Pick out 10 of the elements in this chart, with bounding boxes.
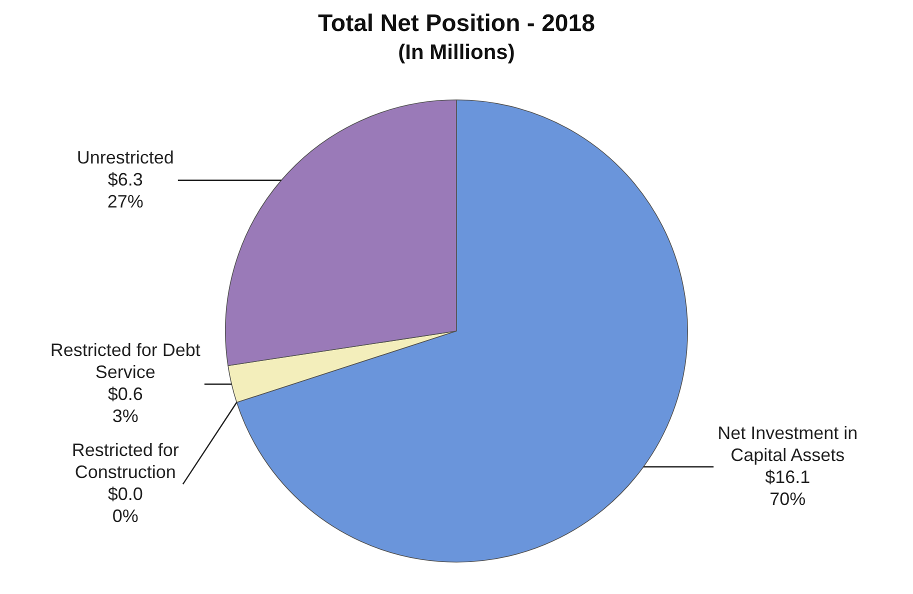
data-label: $16.1 70% [765, 466, 810, 509]
chart-subtitle: (In Millions) [398, 41, 515, 64]
chart-title: Total Net Position - 2018 [318, 10, 595, 38]
slice-label: Restricted for Debt Service [50, 340, 200, 382]
text: $0.0 0% [108, 484, 143, 526]
slice-label: Net Investment in Capital Assets [718, 422, 858, 465]
data-label: $0.6 3% [108, 384, 143, 426]
category-label: Restricted for Construction [72, 440, 179, 482]
data-label: $6.3 27% [107, 169, 144, 212]
slice-label: Unrestricted [76, 147, 174, 168]
